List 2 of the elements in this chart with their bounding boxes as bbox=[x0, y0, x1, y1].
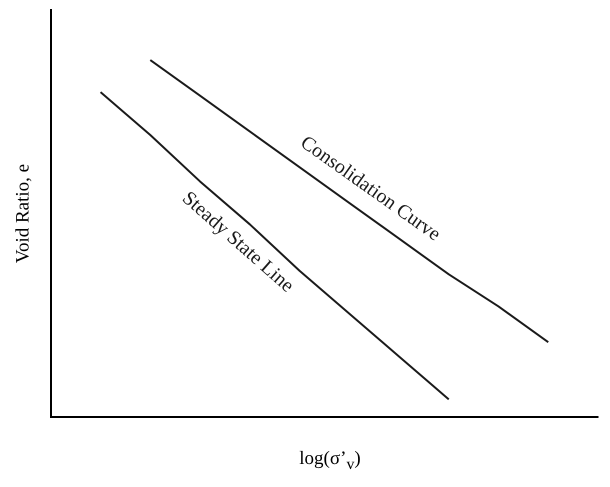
y-axis-title: Void Ratio, e bbox=[12, 164, 34, 264]
x-axis-title: log(σ’$_{v}$) bbox=[298, 448, 362, 474]
